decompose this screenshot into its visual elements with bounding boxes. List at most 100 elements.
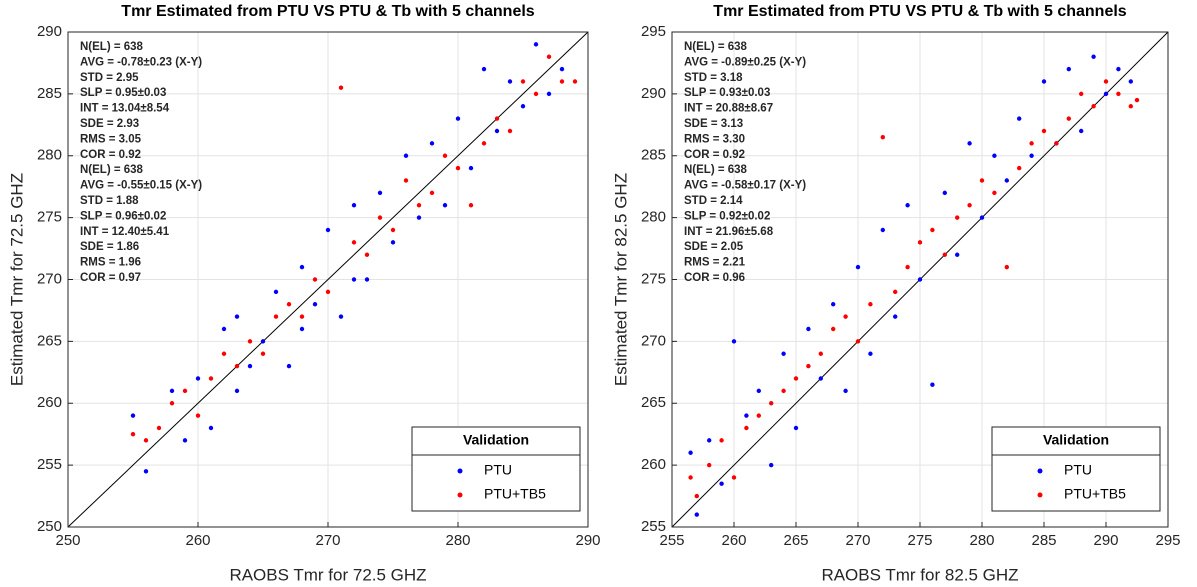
- stat-line: COR = 0.92: [684, 149, 745, 161]
- y-tick-label: 280: [37, 147, 62, 164]
- legend-label: PTU+TB5: [1064, 486, 1126, 502]
- stat-line: COR = 0.97: [80, 272, 141, 284]
- stat-line: SDE = 1.86: [80, 241, 139, 253]
- point: [494, 128, 500, 134]
- point: [818, 351, 823, 356]
- point: [731, 339, 737, 344]
- point: [1103, 91, 1109, 97]
- point: [195, 376, 201, 381]
- point: [572, 79, 578, 84]
- point: [286, 363, 292, 369]
- legend-label: PTU+TB5: [484, 486, 546, 502]
- point: [403, 153, 409, 158]
- x-tick-label: 260: [721, 532, 746, 549]
- point: [546, 54, 552, 59]
- point: [208, 425, 214, 431]
- point: [364, 277, 370, 282]
- point: [855, 264, 861, 270]
- x-tick-label: 270: [845, 532, 870, 549]
- stat-line: RMS = 3.05: [80, 133, 142, 145]
- point: [377, 190, 383, 196]
- point: [781, 351, 786, 356]
- point: [793, 376, 799, 381]
- point: [880, 227, 885, 233]
- y-axis-label: Estimated Tmr for 82.5 GHZ: [611, 173, 630, 386]
- point: [143, 438, 149, 443]
- point: [390, 227, 396, 233]
- point: [533, 91, 539, 97]
- point: [979, 215, 985, 220]
- point: [416, 215, 422, 220]
- y-tick-label: 290: [37, 23, 62, 40]
- point: [880, 134, 885, 140]
- point: [694, 512, 699, 517]
- point: [351, 240, 357, 245]
- point: [1054, 141, 1059, 146]
- point: [855, 339, 861, 344]
- point: [707, 462, 712, 468]
- point: [429, 190, 435, 196]
- stat-line: STD = 2.95: [80, 72, 139, 84]
- point: [992, 153, 997, 158]
- y-tick-label: 255: [37, 456, 62, 473]
- point: [377, 215, 383, 220]
- point: [455, 116, 461, 121]
- point: [893, 289, 898, 295]
- stat-line: COR = 0.96: [684, 272, 745, 284]
- point: [781, 388, 786, 394]
- point: [507, 79, 513, 84]
- x-tick-label: 260: [185, 532, 210, 549]
- point: [182, 388, 188, 394]
- point: [299, 314, 305, 319]
- point: [1128, 79, 1134, 84]
- point: [707, 438, 712, 443]
- stat-line: AVG = -0.58±0.17 (X-Y): [684, 180, 806, 192]
- point: [688, 450, 693, 455]
- point: [719, 438, 724, 443]
- stat-line: INT = 21.96±5.68: [684, 226, 774, 238]
- stat-line: INT = 20.88±8.67: [684, 103, 773, 115]
- point: [416, 203, 422, 208]
- point: [520, 104, 526, 109]
- x-axis-label: RAOBS Tmr for 82.5 GHZ: [821, 565, 1018, 584]
- point: [429, 141, 435, 146]
- stat-line: STD = 2.14: [684, 195, 743, 207]
- stat-line: SDE = 3.13: [684, 118, 743, 130]
- point: [955, 215, 960, 220]
- point: [325, 289, 331, 295]
- stat-line: STD = 1.88: [80, 195, 139, 207]
- point: [312, 302, 318, 307]
- y-axis-label: Estimated Tmr for 72.5 GHZ: [7, 173, 26, 386]
- point: [169, 388, 175, 394]
- stat-line: COR = 0.92: [80, 149, 141, 161]
- stat-line: RMS = 2.21: [684, 257, 746, 269]
- point: [169, 401, 175, 406]
- point: [756, 388, 761, 394]
- point: [930, 382, 935, 387]
- point: [1041, 128, 1047, 134]
- point: [338, 85, 344, 90]
- point: [273, 314, 279, 319]
- stat-line: N(EL) = 638: [80, 164, 144, 176]
- point: [1029, 153, 1034, 158]
- point: [338, 314, 344, 319]
- stat-line: SDE = 2.05: [684, 241, 744, 253]
- y-tick-label: 285: [37, 85, 62, 102]
- legend-marker: [1037, 468, 1043, 474]
- point: [1004, 178, 1009, 183]
- point: [843, 388, 848, 394]
- point: [917, 240, 923, 245]
- point: [312, 277, 318, 282]
- point: [1041, 79, 1047, 84]
- point: [992, 190, 997, 196]
- point: [520, 79, 526, 84]
- point: [893, 314, 898, 319]
- y-tick-label: 275: [641, 270, 666, 287]
- stat-line: RMS = 1.96: [80, 257, 141, 269]
- x-tick-label: 290: [575, 532, 600, 549]
- point: [455, 165, 461, 171]
- legend-label: PTU: [484, 462, 512, 478]
- point: [325, 227, 331, 233]
- point: [1116, 66, 1121, 72]
- point: [731, 475, 737, 480]
